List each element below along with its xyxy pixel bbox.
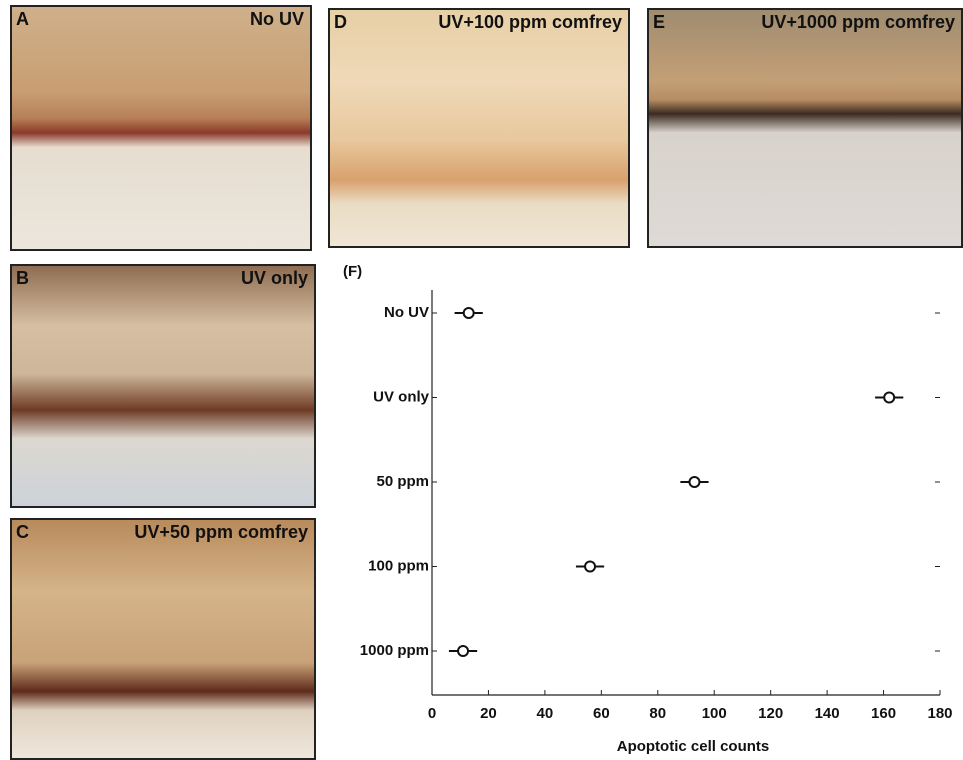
x-tick-label: 180 — [927, 705, 952, 722]
x-tick-label: 60 — [593, 705, 610, 722]
chart-title: (F) — [343, 263, 362, 280]
x-axis-label: Apoptotic cell counts — [617, 738, 770, 755]
x-tick-label: 0 — [428, 705, 436, 722]
y-tick-label: 1000 ppm — [360, 642, 429, 659]
x-tick-label: 40 — [537, 705, 554, 722]
y-tick-label: UV only — [373, 388, 429, 405]
point — [585, 562, 595, 572]
x-tick-label: 120 — [758, 705, 783, 722]
x-tick-label: 80 — [649, 705, 666, 722]
point — [689, 477, 699, 487]
figure: {"panels": [ {"letter": "A", "caption": … — [0, 0, 963, 760]
x-tick-label: 20 — [480, 705, 497, 722]
point — [458, 646, 468, 656]
point — [464, 308, 474, 318]
y-tick-label: 50 ppm — [376, 473, 429, 490]
x-tick-label: 100 — [702, 705, 727, 722]
y-tick-label: No UV — [384, 304, 429, 321]
chart: (F) Apoptotic cell counts 0 20 40 60 80 100 12… — [0, 0, 963, 760]
point — [884, 393, 894, 403]
x-tick-label: 160 — [871, 705, 896, 722]
y-tick-label: 100 ppm — [368, 557, 429, 574]
x-tick-label: 140 — [815, 705, 840, 722]
